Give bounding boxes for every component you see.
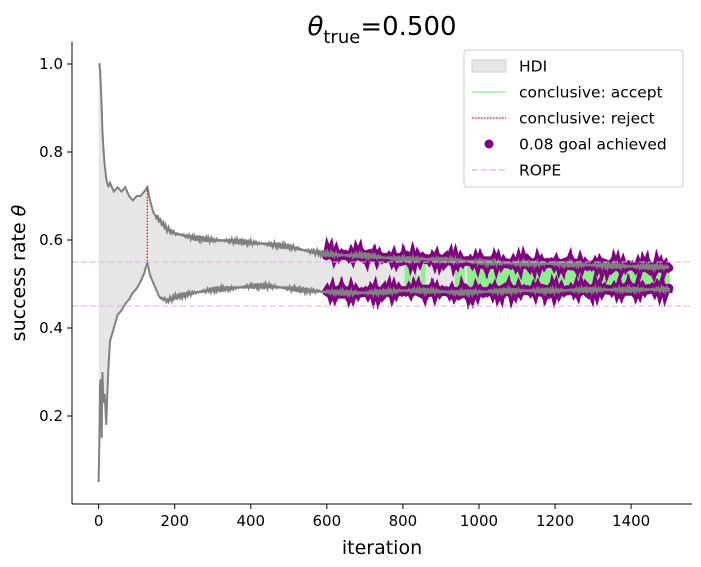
x-tick-label: 600 bbox=[313, 512, 342, 530]
y-tick-label: 0.4 bbox=[39, 319, 63, 337]
x-tick-label: 1000 bbox=[460, 512, 498, 530]
legend-swatch bbox=[484, 139, 494, 149]
chart-title: θtrue=0.500 bbox=[307, 12, 456, 48]
legend-label: ROPE bbox=[519, 162, 561, 180]
plot-area bbox=[72, 63, 692, 483]
legend-swatch bbox=[471, 59, 507, 73]
legend-entry: HDI bbox=[471, 58, 547, 76]
legend: HDI conclusive: accept conclusive: reject 0… bbox=[463, 49, 684, 188]
legend-label: conclusive: reject bbox=[519, 110, 655, 128]
x-tick-label: 800 bbox=[389, 512, 418, 530]
x-axis-label: iteration bbox=[342, 537, 422, 559]
x-tick-label: 1400 bbox=[612, 512, 650, 530]
y-tick-label: 0.8 bbox=[39, 143, 63, 161]
legend-entry: conclusive: accept bbox=[472, 84, 663, 102]
hdi-band bbox=[98, 64, 670, 482]
legend-entry: 0.08 goal achieved bbox=[484, 136, 667, 154]
axes: 0 200 400 600 800 1000 1200 1400 0.2 0.4 0.6 0.8 1.0 bbox=[39, 42, 692, 530]
legend-label: HDI bbox=[519, 58, 547, 76]
y-tick-label: 1.0 bbox=[39, 55, 63, 73]
hdi-lower-line bbox=[97, 261, 671, 483]
y-axis-label: success rate θ bbox=[8, 204, 30, 341]
legend-label: 0.08 goal achieved bbox=[519, 136, 667, 154]
hdi-upper-line bbox=[98, 63, 670, 274]
legend-entry: ROPE bbox=[472, 162, 561, 180]
legend-label: conclusive: accept bbox=[519, 84, 663, 102]
x-tick-label: 200 bbox=[160, 512, 189, 530]
legend-entry: conclusive: reject bbox=[472, 110, 655, 128]
x-tick-label: 0 bbox=[94, 512, 104, 530]
x-tick-label: 1200 bbox=[536, 512, 574, 530]
y-tick-label: 0.2 bbox=[39, 407, 63, 425]
y-tick-label: 0.6 bbox=[39, 231, 63, 249]
legend-box bbox=[463, 49, 684, 188]
x-tick-label: 400 bbox=[236, 512, 265, 530]
